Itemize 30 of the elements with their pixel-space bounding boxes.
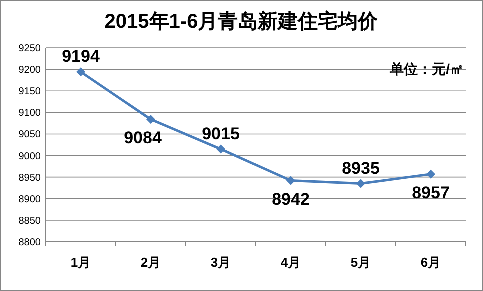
y-tick-label: 8800 (18, 238, 42, 248)
y-tick-label: 9200 (18, 65, 42, 76)
x-tick-label: 4月 (280, 255, 302, 270)
data-label: 8942 (272, 190, 310, 209)
chart-title: 2015年1-6月青岛新建住宅均价 (104, 10, 380, 33)
data-label: 9084 (124, 128, 162, 148)
data-label: 9015 (202, 124, 240, 144)
data-label: 8935 (342, 158, 380, 178)
x-tick-label: 3月 (210, 255, 232, 270)
point (356, 179, 366, 188)
y-tick-label: 9050 (18, 130, 42, 141)
y-tick-label: 8950 (18, 172, 42, 184)
data-label: 8957 (412, 183, 450, 202)
y-tick-label: 8850 (18, 216, 42, 227)
data-label: 9194 (62, 47, 100, 66)
point (146, 115, 156, 124)
point (216, 144, 226, 154)
point (286, 176, 296, 186)
y-tick-label: 9150 (18, 86, 42, 98)
annotation: 单位：元/㎡ (389, 61, 464, 77)
x-tick-label: 6月 (420, 255, 442, 270)
y-tick-label: 9250 (18, 44, 42, 54)
x-tick-label: 1月 (70, 255, 92, 270)
y-tick-label: 8900 (18, 194, 42, 206)
point (426, 170, 436, 179)
point (76, 68, 86, 77)
y-tick-label: 9100 (18, 108, 42, 120)
x-tick-label: 5月 (350, 255, 372, 270)
x-tick-label: 2月 (140, 255, 162, 270)
y-tick-label: 9000 (18, 151, 42, 162)
